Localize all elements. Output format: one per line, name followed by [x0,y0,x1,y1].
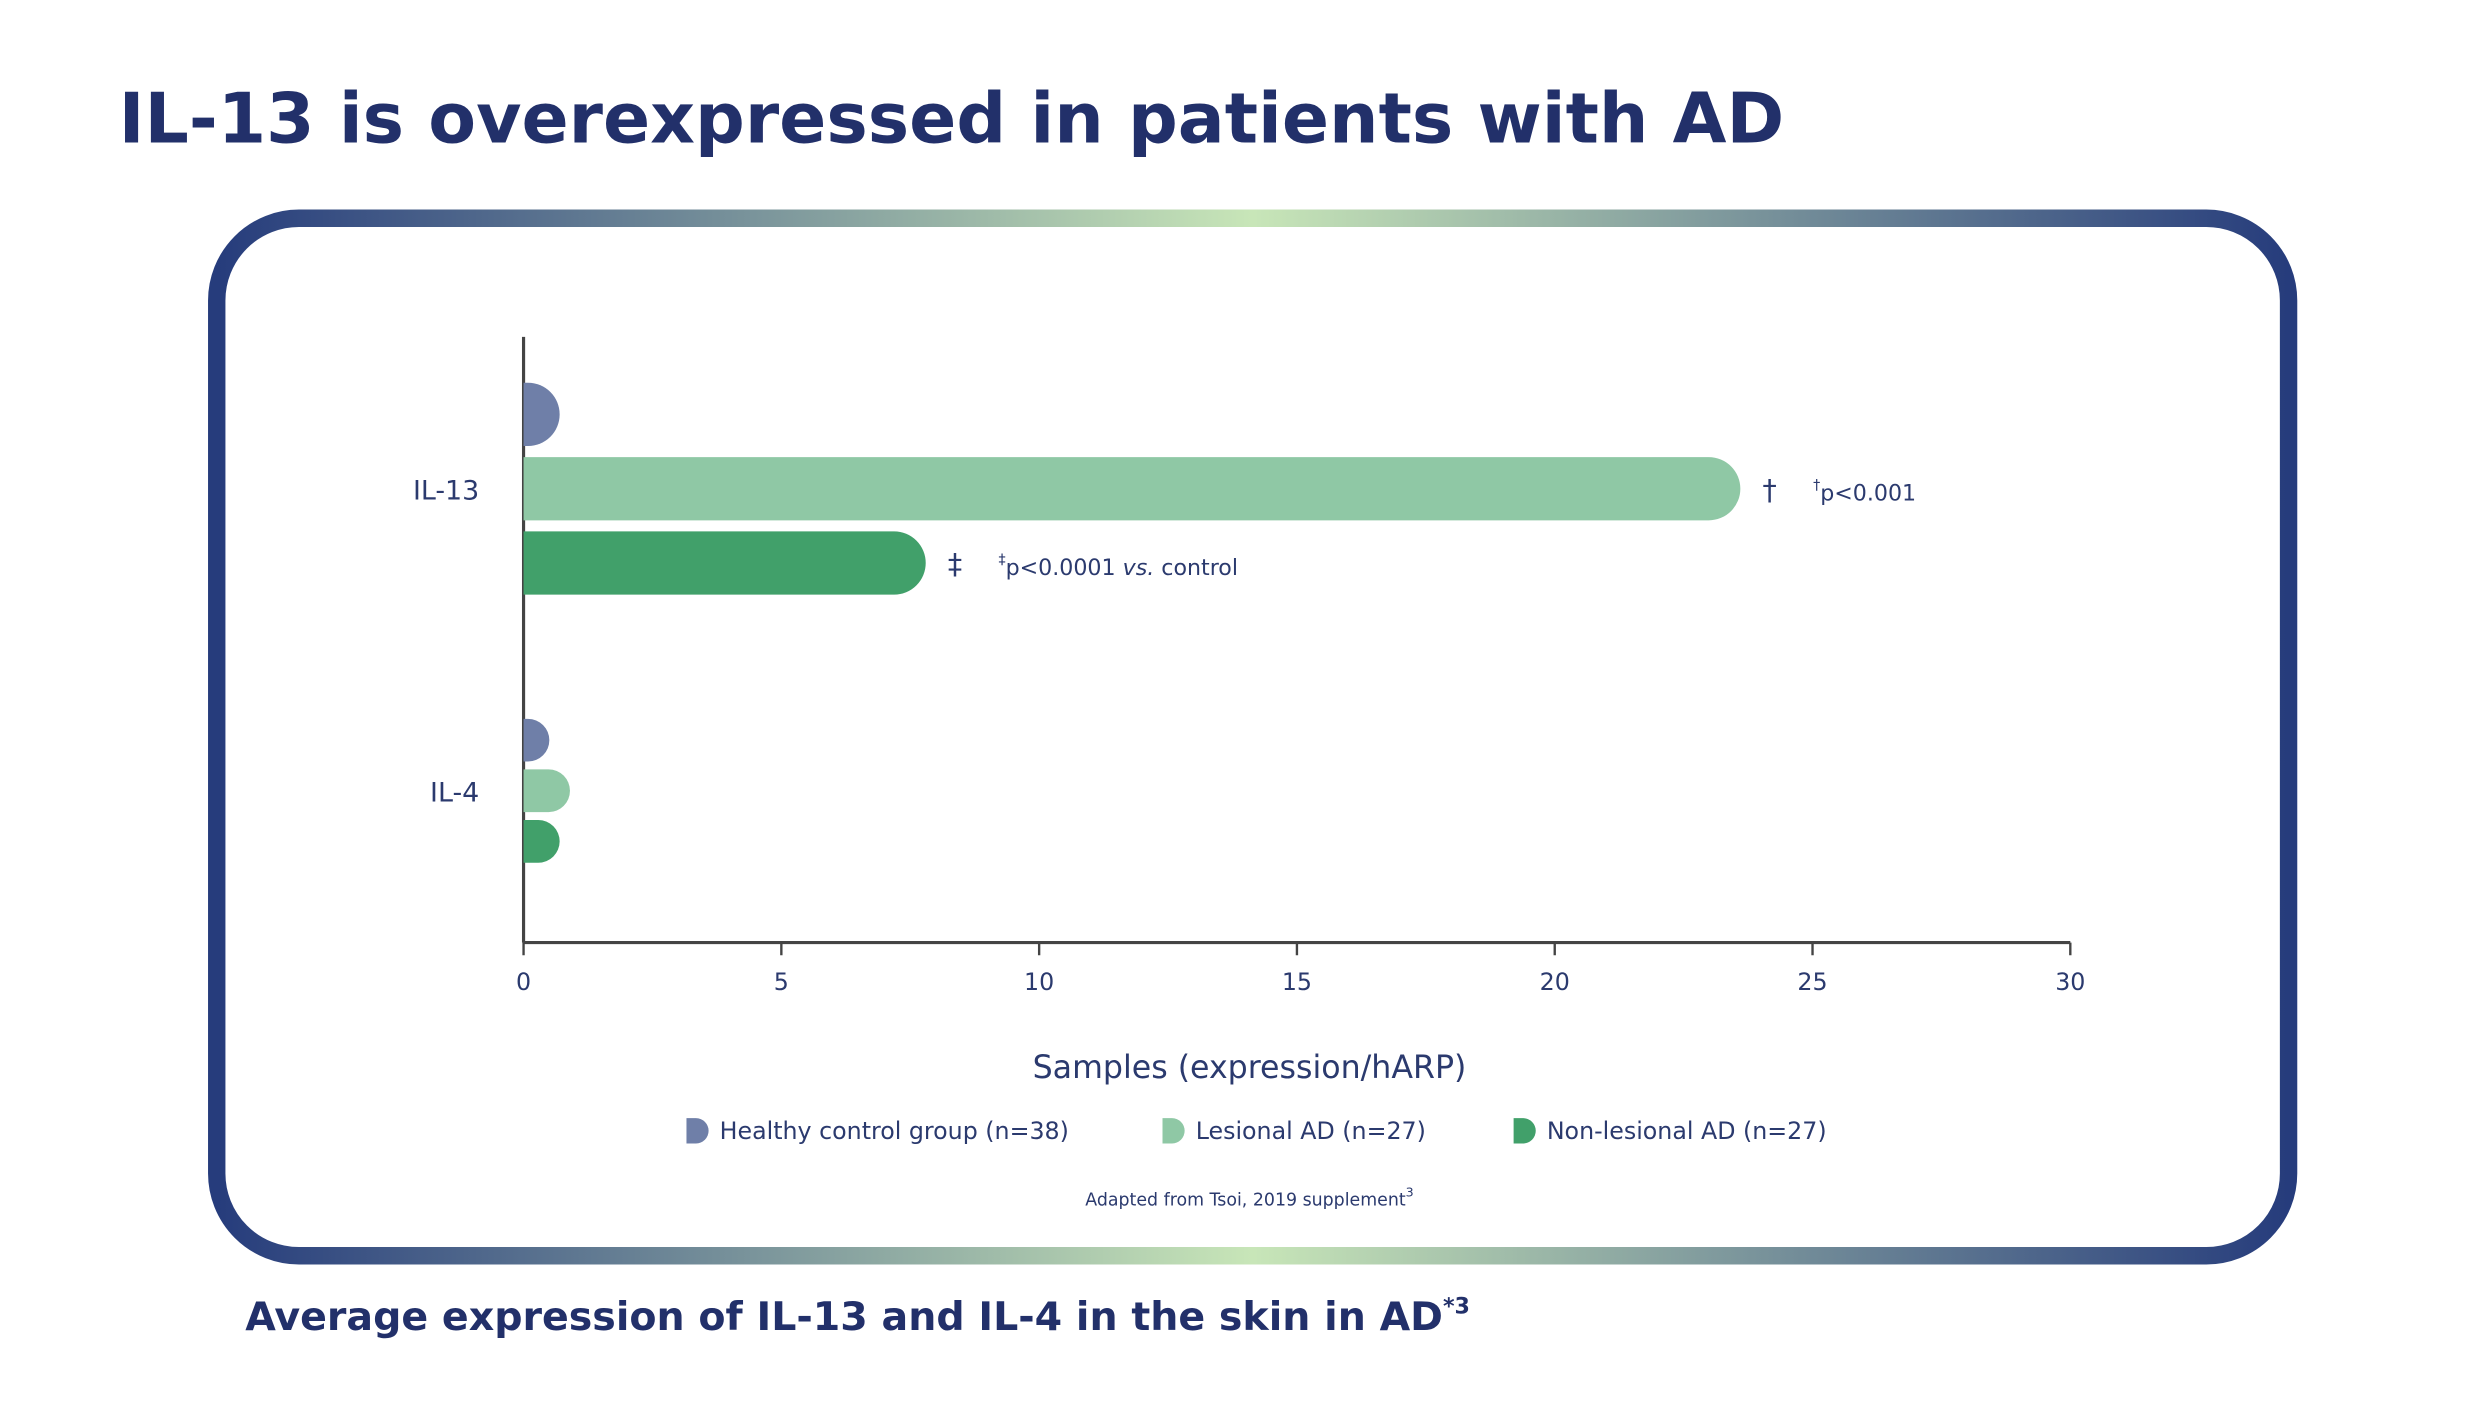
y-tick-label: IL-4 [430,777,479,808]
chart-title-sup: *3 [1443,1293,1470,1319]
note-text: vs. [1123,554,1155,580]
chart-title-text: Average expression of IL-13 and IL-4 in … [245,1294,1443,1340]
bar [523,718,550,762]
bar [523,820,560,863]
significance-marker: ‡ [948,548,962,581]
x-tick-label: 30 [2055,968,2085,996]
x-tick-label: 10 [1024,968,1054,996]
page-title: IL-13 is overexpressed in patients with … [119,78,1785,159]
source-text: Adapted from Tsoi, 2019 supplement [1085,1190,1406,1210]
note-text: p<0.0001 [1006,554,1123,580]
significance-note: †p<0.001 [1813,478,1916,506]
legend-marker [686,1118,709,1144]
significance-note: ‡p<0.0001 vs. control [998,552,1238,580]
bar [523,769,570,813]
note-text: control [1154,554,1238,580]
x-tick-label: 15 [1282,968,1312,996]
x-tick-label: 20 [1540,968,1570,996]
note-symbol: † [1813,478,1820,494]
x-tick-label: 0 [516,968,531,996]
chart-title: Average expression of IL-13 and IL-4 in … [245,1293,1470,1340]
source: Adapted from Tsoi, 2019 supplement3 [1085,1184,1413,1210]
bar [523,457,1741,521]
legend-marker [1513,1118,1536,1144]
legend-marker [1162,1118,1185,1144]
legend-label: Non-lesional AD (n=27) [1547,1117,1827,1145]
note-text: p<0.001 [1820,480,1916,506]
bar [523,531,926,595]
bar [523,382,560,446]
note-symbol: ‡ [998,552,1005,568]
y-tick-label: IL-13 [413,475,479,506]
x-tick-label: 5 [774,968,789,996]
legend-label: Lesional AD (n=27) [1196,1117,1426,1145]
source-sup: 3 [1406,1184,1414,1199]
significance-marker: † [1762,474,1776,507]
legend-label: Healthy control group (n=38) [720,1117,1069,1145]
x-axis-label: Samples (expression/hARP) [1033,1050,1467,1086]
x-tick-label: 25 [1797,968,1827,996]
